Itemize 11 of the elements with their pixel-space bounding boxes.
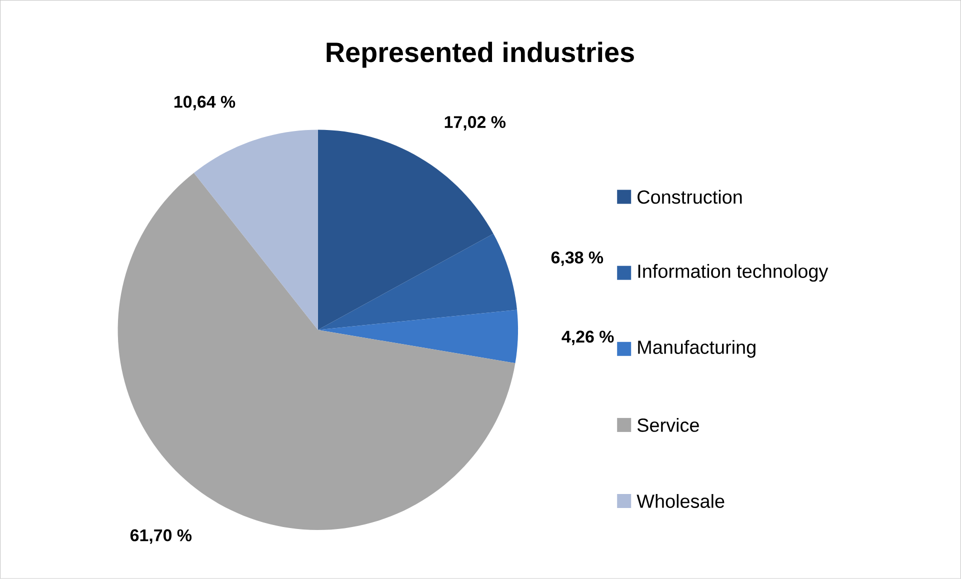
legend-label: Manufacturing <box>638 340 756 358</box>
chart-title: Represented industries <box>326 42 634 68</box>
legend-label: Wholesale <box>636 494 724 508</box>
data-label: 6,38 % <box>551 252 604 266</box>
data-label: 61,70 % <box>130 529 192 544</box>
legend-label: Construction <box>638 190 742 204</box>
data-label: 17,02 % <box>444 116 506 131</box>
data-label: 4,26 % <box>562 330 614 346</box>
data-label: 10,64 % <box>174 96 236 110</box>
legend-label: Service <box>637 418 699 432</box>
legend-label: Information technology <box>638 264 828 282</box>
